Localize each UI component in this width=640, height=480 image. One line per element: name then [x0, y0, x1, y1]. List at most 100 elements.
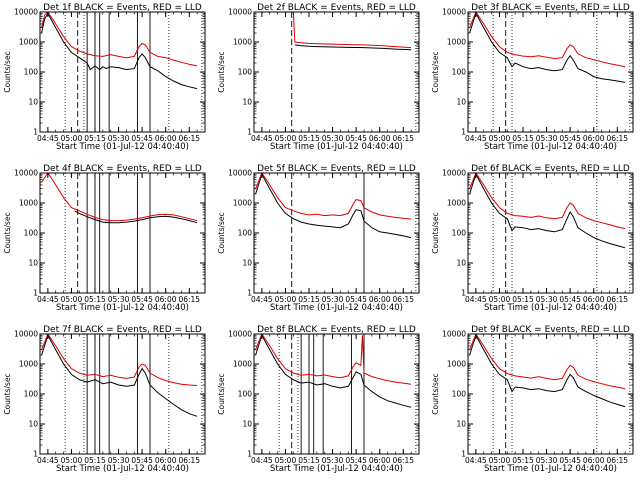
series-line-lld — [469, 334, 626, 390]
x-axis-label: Start Time (01-Jul-12 04:40:40) — [484, 464, 617, 474]
x-tick-label: 05:00 — [489, 134, 511, 143]
y-tick-label: 10000 — [228, 8, 252, 17]
x-tick-label: 05:45 — [131, 295, 153, 304]
y-tick-label: 10 — [456, 259, 466, 268]
x-axis-label: Start Time (01-Jul-12 04:40:40) — [270, 303, 403, 313]
x-tick-label: 05:45 — [559, 134, 581, 143]
y-tick-label: 100 — [24, 390, 39, 399]
y-tick-label: 10 — [28, 98, 38, 107]
x-tick-label: 06:00 — [369, 456, 391, 465]
series-group — [255, 334, 412, 408]
x-tick-label: 05:15 — [84, 134, 106, 143]
x-tick-label: 05:15 — [298, 456, 320, 465]
x-tick-label: 04:45 — [465, 134, 487, 143]
x-axis-label: Start Time (01-Jul-12 04:40:40) — [56, 464, 189, 474]
marker-lines — [64, 173, 151, 293]
x-tick-label: 04:45 — [251, 456, 273, 465]
y-axis-label: Counts/sec — [431, 212, 440, 253]
y-tick-label: 10000 — [442, 169, 466, 178]
x-tick-label: 04:45 — [465, 295, 487, 304]
y-axis-label: Counts/sec — [431, 51, 440, 92]
y-tick-label: 100 — [238, 390, 253, 399]
x-tick-label: 05:00 — [489, 295, 511, 304]
chart-panel-3: 1 10 100 1000 10000 04:45 05:00 05:15 05:30 05:45… — [431, 3, 634, 152]
series-line-events — [469, 173, 626, 249]
series-group — [469, 334, 626, 408]
marker-lines — [492, 173, 631, 293]
y-tick-label: 1 — [33, 289, 38, 298]
x-tick-label: 06:00 — [155, 134, 177, 143]
x-tick-label: 05:00 — [275, 134, 297, 143]
y-tick-label: 100 — [452, 390, 467, 399]
x-tick-label: 06:15 — [178, 134, 200, 143]
plot-frame — [253, 172, 420, 294]
x-tick-label: 06:15 — [606, 456, 628, 465]
x-tick-label: 05:00 — [61, 134, 83, 143]
series-group — [255, 12, 412, 51]
y-tick-label: 1000 — [233, 38, 252, 47]
y-tick-label: 100 — [24, 229, 39, 238]
chart-panel-8: 1 10 100 1000 10000 04:45 05:00 05:15 05:30 05:45… — [217, 325, 420, 474]
x-tick-label: 04:45 — [465, 456, 487, 465]
marker-lines — [291, 12, 417, 132]
chart-panel-2: 1 10 100 1000 10000 04:45 05:00 05:15 05:30 05:45… — [217, 3, 420, 152]
x-tick-label: 05:30 — [536, 295, 558, 304]
series-line-lld — [41, 173, 198, 222]
series-line-events — [41, 334, 198, 417]
x-tick-label: 06:00 — [583, 134, 605, 143]
chart-title: Det 1f BLACK = Events, RED = LLD — [43, 3, 202, 13]
x-tick-label: 04:45 — [37, 295, 59, 304]
series-line-lld — [255, 12, 412, 49]
y-tick-label: 10000 — [442, 330, 466, 339]
x-tick-label: 05:30 — [322, 134, 344, 143]
y-tick-label: 100 — [452, 229, 467, 238]
y-tick-label: 100 — [452, 68, 467, 77]
y-tick-label: 10 — [242, 259, 252, 268]
x-tick-label: 06:00 — [583, 456, 605, 465]
series-line-lld — [41, 12, 198, 67]
x-tick-label: 05:00 — [275, 456, 297, 465]
x-tick-label: 04:45 — [251, 134, 273, 143]
series-group — [41, 173, 198, 224]
y-tick-label: 1000 — [19, 38, 38, 47]
x-tick-label: 04:45 — [251, 295, 273, 304]
series-line-lld — [255, 173, 412, 220]
chart-panel-6: 1 10 100 1000 10000 04:45 05:00 05:15 05:30 05:45… — [431, 164, 634, 313]
x-tick-label: 05:30 — [322, 456, 344, 465]
y-tick-label: 10 — [456, 420, 466, 429]
chart-panel-7: 1 10 100 1000 10000 04:45 05:00 05:15 05:30 05:45… — [3, 325, 206, 474]
series-group — [469, 12, 626, 83]
series-line-events — [41, 12, 198, 90]
y-tick-label: 10000 — [228, 169, 252, 178]
x-tick-label: 06:00 — [155, 456, 177, 465]
x-tick-label: 05:15 — [512, 295, 534, 304]
y-tick-label: 1 — [247, 289, 252, 298]
series-group — [41, 334, 198, 417]
marker-lines — [291, 173, 417, 293]
x-tick-label: 05:45 — [559, 456, 581, 465]
y-tick-label: 10 — [28, 420, 38, 429]
series-line-lld — [255, 334, 412, 385]
y-tick-label: 1 — [247, 128, 252, 137]
x-tick-label: 05:45 — [345, 456, 367, 465]
y-axis-label: Counts/sec — [3, 51, 12, 92]
y-tick-label: 1 — [461, 289, 466, 298]
y-tick-label: 1000 — [447, 360, 466, 369]
y-tick-label: 1000 — [447, 199, 466, 208]
chart-panel-9: 1 10 100 1000 10000 04:45 05:00 05:15 05:30 05:45… — [431, 325, 634, 474]
x-tick-label: 06:15 — [392, 295, 414, 304]
x-tick-label: 06:00 — [155, 295, 177, 304]
series-group — [41, 12, 198, 90]
x-tick-label: 05:45 — [345, 134, 367, 143]
y-tick-label: 10 — [242, 98, 252, 107]
x-tick-label: 06:15 — [178, 456, 200, 465]
x-tick-label: 06:00 — [369, 295, 391, 304]
series-line-events — [74, 210, 198, 224]
y-tick-label: 1000 — [19, 360, 38, 369]
chart-title: Det 3f BLACK = Events, RED = LLD — [471, 3, 630, 13]
chart-panel-4: 1 10 100 1000 10000 04:45 05:00 05:15 05:30 05:45… — [3, 164, 206, 313]
y-tick-label: 1 — [33, 128, 38, 137]
chart-title: Det 2f BLACK = Events, RED = LLD — [257, 3, 416, 13]
x-tick-label: 05:45 — [131, 456, 153, 465]
